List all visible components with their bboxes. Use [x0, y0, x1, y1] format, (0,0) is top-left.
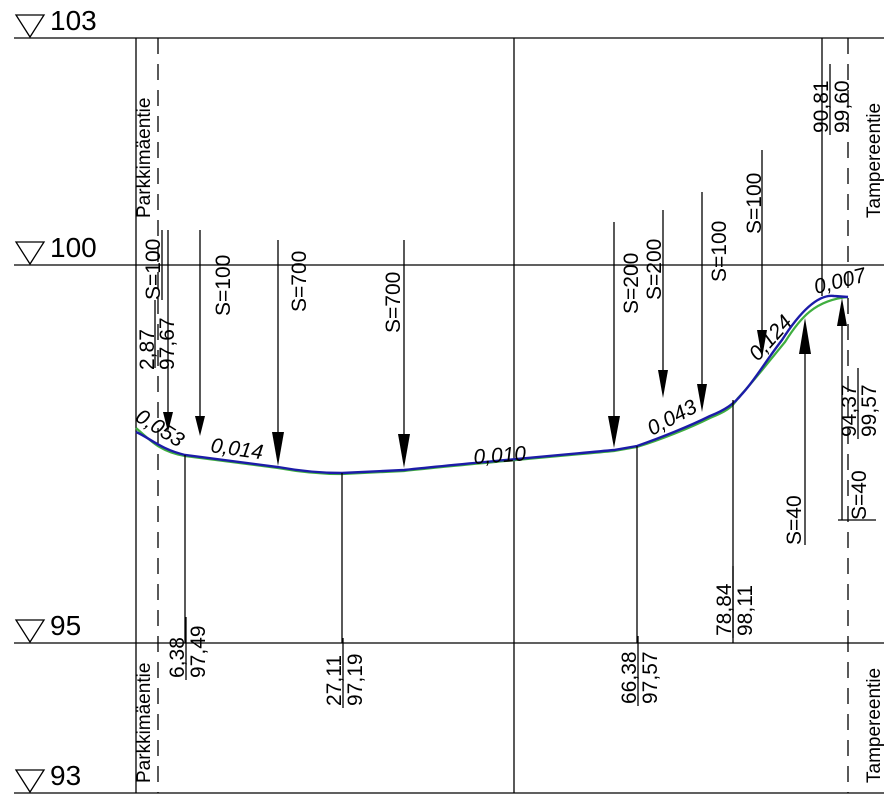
radius-label-r6: S=200: [643, 239, 666, 300]
point-station-p3: 27,11: [323, 655, 346, 706]
road-labels: Parkkimäentie Parkkimäentie Tampereentie…: [134, 98, 884, 783]
road-label-right-bottom: Tampereentie: [864, 668, 884, 783]
slope-label-6: 0,007: [812, 264, 870, 299]
point-station-p4: 66,38: [618, 651, 641, 704]
point-level-p6: 99,60: [831, 80, 854, 133]
point-station-p1: 2,87: [136, 329, 159, 370]
radius-label-r4: S=700: [382, 272, 405, 333]
elevation-label-93: 93: [50, 760, 81, 791]
arrow-down-icon: [163, 412, 173, 432]
arrow-down-icon: [608, 416, 620, 448]
radius-label-r2: S=100: [212, 255, 235, 316]
elevation-triangle-icon: [14, 241, 46, 266]
arrow-down-icon: [757, 330, 767, 358]
vertical-lines: [135, 38, 849, 793]
road-label-left-bottom: Parkkimäentie: [134, 663, 155, 783]
elevation-label-100: 100: [50, 232, 97, 263]
arrow-down-icon: [272, 432, 284, 466]
point-station-p6: 90,81: [810, 80, 833, 133]
arrow-down-icon: [195, 416, 205, 436]
road-label-left-top: Parkkimäentie: [134, 98, 155, 218]
slope-labels: 0,053 0,014 0,010 0,043 0,124 0,007: [131, 264, 869, 469]
radius-label-r3: S=700: [288, 251, 311, 312]
elevation-label-103: 103: [50, 5, 97, 36]
point-level-p3: 97,19: [344, 653, 367, 706]
elevation-triangle-icon: [14, 14, 46, 39]
radius-label-r7: S=100: [708, 221, 731, 282]
point-station-p5: 78,84: [713, 583, 736, 636]
arrow-down-icon: [697, 384, 707, 412]
radius-label-r5: S=200: [620, 253, 643, 314]
design-profile-line: [135, 294, 849, 475]
point-labels: 2,87 97,67 6,38 97,49 27,11 97,19 66,38 …: [136, 64, 881, 708]
radius-label-r8: S=100: [743, 173, 766, 234]
radius-label-r9: S=40: [783, 495, 806, 545]
elevation-triangle-icon: [14, 769, 46, 794]
point-level-p2: 97,49: [187, 625, 210, 678]
slope-label-3: 0,010: [473, 442, 527, 469]
elevation-lines: [14, 37, 884, 794]
arrow-up-icon: [837, 298, 847, 326]
elevation-label-95: 95: [50, 610, 81, 641]
radius-markers: S=100 S=100 S=700 S=700 S=200 S=200 S=10…: [142, 150, 876, 545]
point-station-p2: 6,38: [166, 637, 189, 678]
arrow-up-icon: [799, 318, 811, 354]
point-station-p7: 94,37: [838, 384, 861, 437]
station-markers: [184, 38, 823, 643]
elevation-markers: 103 100 95 93: [14, 5, 97, 794]
radius-label-r10: S=40: [848, 470, 871, 520]
point-level-p4: 97,57: [639, 651, 662, 704]
radius-label-r1: S=100: [142, 239, 165, 300]
arrow-down-icon: [398, 434, 410, 468]
point-level-p5: 98,11: [734, 585, 757, 636]
road-label-right-top: Tampereentie: [864, 103, 884, 218]
point-level-p7: 99,57: [858, 384, 881, 437]
arrow-down-icon: [658, 370, 668, 398]
elevation-triangle-icon: [14, 619, 46, 644]
